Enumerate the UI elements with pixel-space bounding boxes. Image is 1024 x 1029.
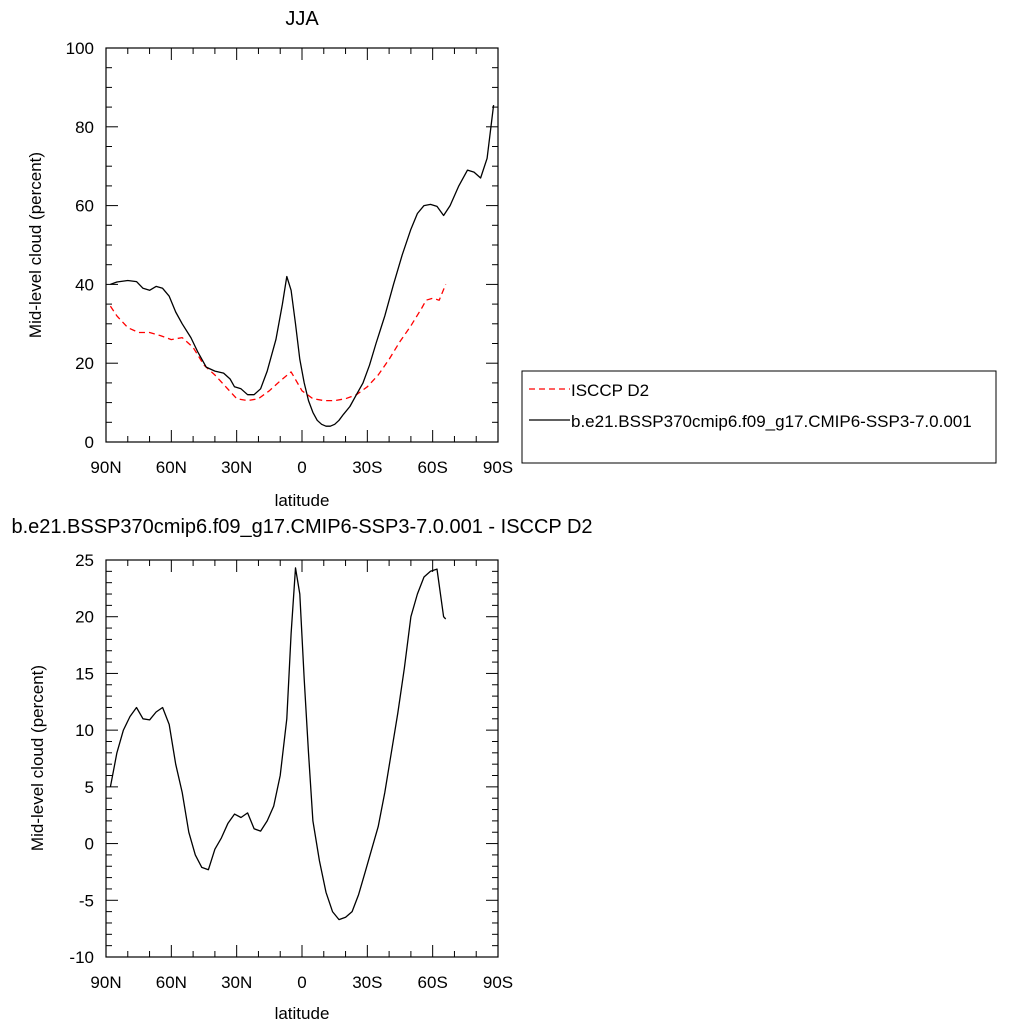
bottom-panel-axes: 90N 60N 30N 0 30S 60S 90S -10 -5 0 5 10 15 20 25 xyxy=(69,551,513,992)
bottom-panel-x-tick-label: 90N xyxy=(90,973,121,992)
bottom-panel-y-tick-label: -10 xyxy=(69,948,94,967)
top-panel-x-tick-label: 0 xyxy=(297,458,306,477)
top-panel-x-tick-label: 60N xyxy=(156,458,187,477)
bottom-panel-x-tick-label: 30N xyxy=(221,973,252,992)
bottom-panel-y-axis-label: Mid-level cloud (percent) xyxy=(28,665,47,851)
bottom-panel-y-tick-label: -5 xyxy=(79,891,94,910)
bottom-panel-x-tick-label: 60S xyxy=(418,973,448,992)
top-panel-x-tick-label: 30N xyxy=(221,458,252,477)
top-panel-y-tick-label: 0 xyxy=(85,433,94,452)
legend: ISCCP D2 b.e21.BSSP370cmip6.f09_g17.CMIP… xyxy=(521,370,997,464)
bottom-panel-x-tick-label: 90S xyxy=(483,973,513,992)
top-panel: JJA 90N 60N 30N 0 30S 60S 90S 0 20 40 60 80 100 lati… xyxy=(26,8,513,510)
top-panel-plot-area xyxy=(109,105,495,427)
bottom-panel-x-axis-label: latitude xyxy=(275,1004,330,1023)
legend-label-model: b.e21.BSSP370cmip6.f09_g17.CMIP6-SSP3-7.… xyxy=(571,412,972,431)
bottom-panel-y-tick-label: 20 xyxy=(75,608,94,627)
bottom-panel-y-tick-label: 15 xyxy=(75,664,94,683)
bottom-panel-plot-area xyxy=(109,567,447,921)
top-panel-title: JJA xyxy=(285,8,319,30)
legend-label-isccp-d2: ISCCP D2 xyxy=(571,381,649,400)
top-panel-x-tick-label: 90N xyxy=(90,458,121,477)
top-panel-x-tick-label: 90S xyxy=(483,458,513,477)
top-panel-series-isccp-d2 xyxy=(109,284,447,402)
bottom-panel-y-tick-label: 0 xyxy=(85,835,94,854)
top-panel-y-tick-label: 100 xyxy=(66,39,94,58)
legend-box xyxy=(521,370,997,464)
bottom-panel-title: b.e21.BSSP370cmip6.f09_g17.CMIP6-SSP3-7.… xyxy=(11,516,592,538)
bottom-panel-frame xyxy=(105,559,499,958)
bottom-panel-x-tick-label: 0 xyxy=(297,973,306,992)
top-panel-x-tick-label: 30S xyxy=(352,458,382,477)
bottom-panel-y-tick-label: 25 xyxy=(75,551,94,570)
top-panel-frame xyxy=(105,47,499,443)
top-panel-x-axis-label: latitude xyxy=(275,491,330,510)
top-panel-y-axis-label: Mid-level cloud (percent) xyxy=(26,152,45,338)
top-panel-series-model xyxy=(110,105,495,427)
bottom-panel-y-tick-label: 5 xyxy=(85,778,94,797)
top-panel-x-tick-label: 60S xyxy=(418,458,448,477)
top-panel-y-tick-label: 20 xyxy=(75,354,94,373)
top-panel-y-tick-label: 40 xyxy=(75,275,94,294)
top-panel-y-tick-label: 60 xyxy=(75,197,94,216)
bottom-panel-x-tick-label: 60N xyxy=(156,973,187,992)
top-panel-axes: 90N 60N 30N 0 30S 60S 90S 0 20 40 60 80 100 xyxy=(66,39,514,477)
bottom-panel-y-tick-label: 10 xyxy=(75,721,94,740)
bottom-panel-series-difference xyxy=(109,567,447,921)
bottom-panel-x-tick-label: 30S xyxy=(352,973,382,992)
bottom-panel: b.e21.BSSP370cmip6.f09_g17.CMIP6-SSP3-7.… xyxy=(11,516,592,1023)
top-panel-y-tick-label: 80 xyxy=(75,118,94,137)
